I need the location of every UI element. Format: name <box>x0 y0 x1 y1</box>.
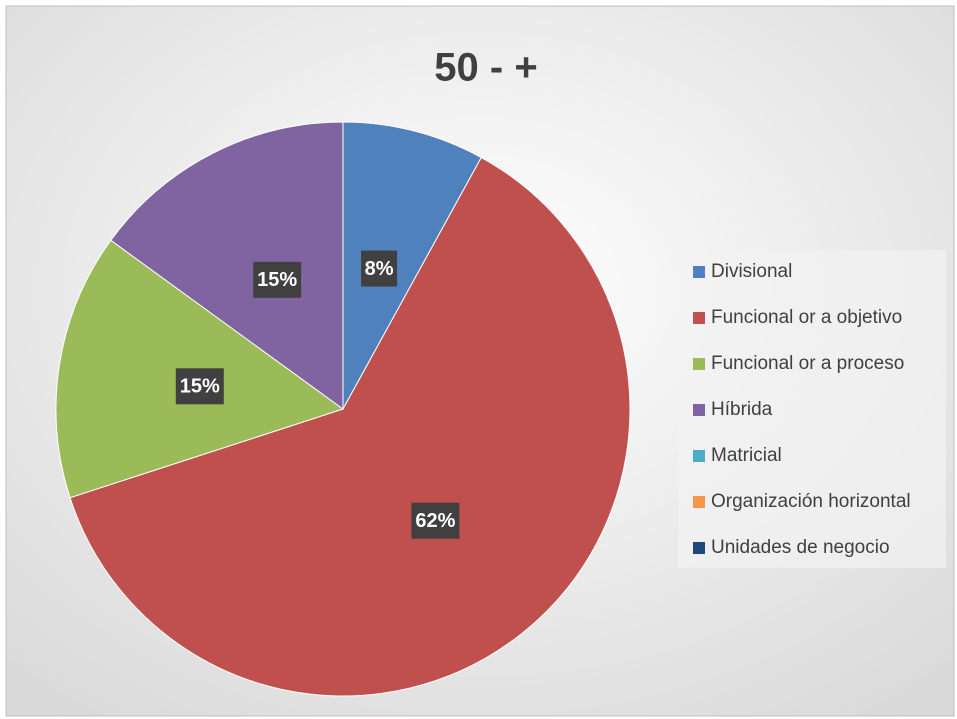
data-label: 62% <box>415 510 455 532</box>
legend-swatch <box>693 450 705 462</box>
legend-swatch <box>693 312 705 324</box>
pie-slice <box>69 156 631 697</box>
legend-label: Matricial <box>711 445 782 466</box>
pie-slice <box>110 121 344 410</box>
legend-label: Unidades de negocio <box>711 537 890 558</box>
legend-swatch <box>693 496 705 508</box>
legend-box <box>678 250 946 568</box>
legend-swatch <box>693 404 705 416</box>
data-label: 15% <box>257 269 297 291</box>
legend-swatch <box>693 358 705 370</box>
data-label-box <box>411 502 460 539</box>
data-label: 8% <box>365 258 394 280</box>
pie-slice <box>342 121 482 410</box>
chart-title: 50 - + <box>434 46 537 90</box>
legend-swatch <box>693 542 705 554</box>
legend-label: Organización horizontal <box>711 491 911 512</box>
legend-label: Funcional or a objetivo <box>711 307 902 328</box>
data-label-box <box>253 261 302 298</box>
data-label-box <box>361 250 398 287</box>
legend-label: Híbrida <box>711 399 773 420</box>
legend-label: Divisional <box>711 261 792 282</box>
data-label-box <box>175 368 224 405</box>
legend-label: Funcional or a proceso <box>711 353 904 374</box>
data-label: 15% <box>180 376 220 398</box>
legend-swatch <box>693 266 705 278</box>
